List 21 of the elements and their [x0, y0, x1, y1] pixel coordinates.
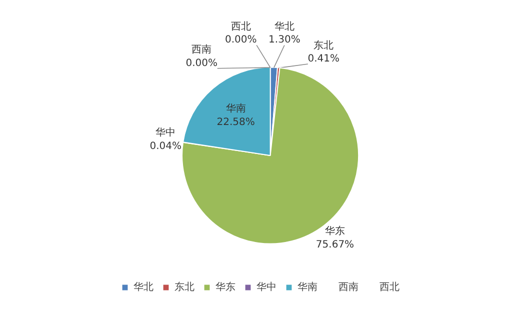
text: 0.00%: [225, 34, 257, 46]
data-label: 22.58%: [216, 116, 255, 128]
slice-label: 华东: [324, 225, 345, 238]
category-label: 西北: [380, 282, 400, 293]
slice-label: 华北: [274, 20, 294, 33]
legend-label: 华东: [216, 280, 236, 294]
category-label: 西北: [230, 21, 251, 32]
slice-label: 东北: [314, 39, 334, 52]
legend-label: 华北: [134, 280, 154, 294]
legend-label: 华中: [256, 280, 276, 294]
category-label: 西南: [338, 282, 358, 293]
category-label: 西南: [192, 44, 212, 56]
slice-label: 华中: [156, 126, 176, 139]
slice-label: 华南: [226, 102, 246, 115]
legend-label: 东北: [174, 280, 194, 294]
data-label: 0.41%: [308, 53, 340, 64]
text: 0.00%: [186, 58, 218, 69]
legend-label: 华南: [298, 280, 318, 294]
data-label: 1.30%: [268, 34, 300, 46]
data-label: 0.04%: [150, 140, 182, 152]
data-label: 75.67%: [316, 239, 354, 250]
